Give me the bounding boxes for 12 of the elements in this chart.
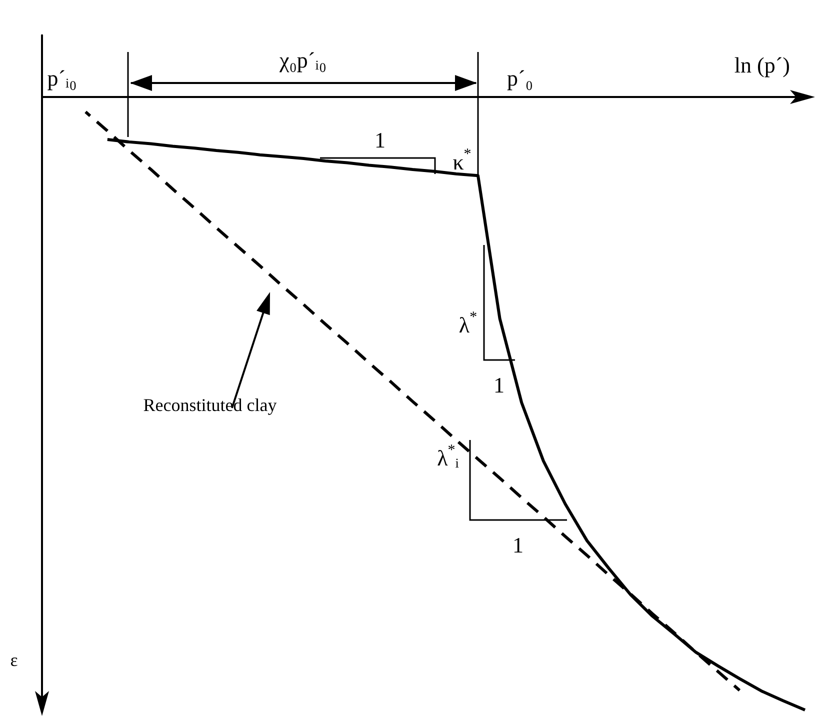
annotation: 1 bbox=[512, 532, 524, 558]
annotation: 1 bbox=[494, 372, 504, 398]
text: χ₀p´ᵢ₀ bbox=[278, 48, 327, 72]
annotation: λ* bbox=[458, 310, 478, 338]
annotation: κ* bbox=[452, 146, 472, 174]
text: p´₀ bbox=[507, 66, 533, 90]
text: p´ᵢ₀ bbox=[47, 66, 77, 90]
x-axis-title: ln (p´) bbox=[734, 52, 790, 78]
annotation: 1 bbox=[374, 128, 386, 152]
y-axis-title: ε bbox=[10, 650, 18, 670]
annotation: λ*ᵢ bbox=[437, 442, 460, 470]
annotation: Reconstituted clay bbox=[143, 395, 277, 415]
